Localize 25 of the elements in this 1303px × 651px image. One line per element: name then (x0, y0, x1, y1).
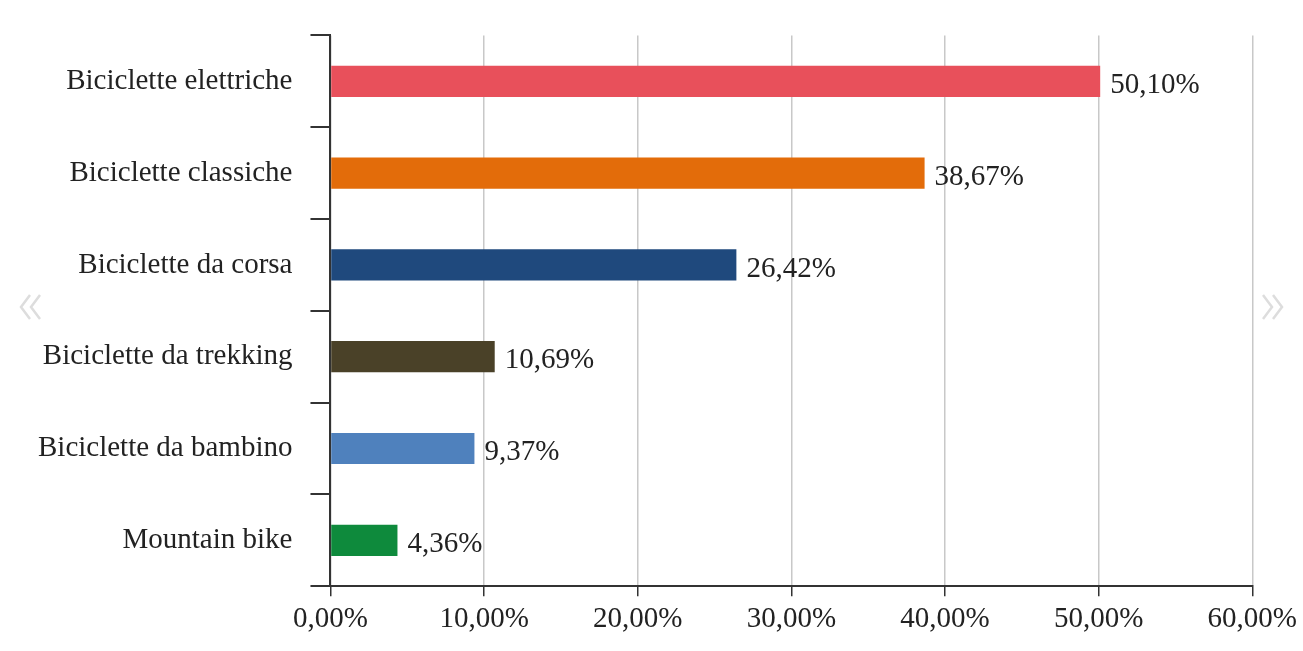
bar (331, 524, 398, 556)
y-tick-label: Biciclette da trekking (42, 338, 293, 371)
x-tick-label: 0,00% (293, 601, 368, 634)
x-tick-label: 60,00% (1207, 601, 1298, 634)
x-tick-label: 40,00% (900, 601, 990, 634)
data-label: 10,69% (504, 342, 595, 375)
data-label: 9,37% (484, 434, 560, 467)
bar (331, 341, 495, 373)
x-tick-label: 30,00% (746, 601, 837, 634)
data-label: 26,42% (746, 250, 836, 283)
bar (331, 65, 1101, 97)
y-tick-label: Biciclette da bambino (37, 430, 293, 463)
y-tick-label: Mountain bike (122, 521, 293, 554)
data-label: 4,36% (407, 525, 483, 558)
x-tick-label: 20,00% (593, 601, 683, 634)
bar (331, 249, 737, 281)
data-label: 50,10% (1110, 66, 1200, 99)
x-tick-label: 50,00% (1053, 601, 1144, 634)
bar (331, 157, 925, 189)
y-tick-label: Biciclette elettriche (66, 62, 293, 95)
x-tick-label: 10,00% (439, 601, 529, 634)
y-tick-label: Biciclette classiche (69, 154, 293, 187)
bar (331, 432, 475, 465)
y-tick-label: Biciclette da corsa (78, 246, 293, 279)
data-label: 38,67% (934, 158, 1025, 191)
